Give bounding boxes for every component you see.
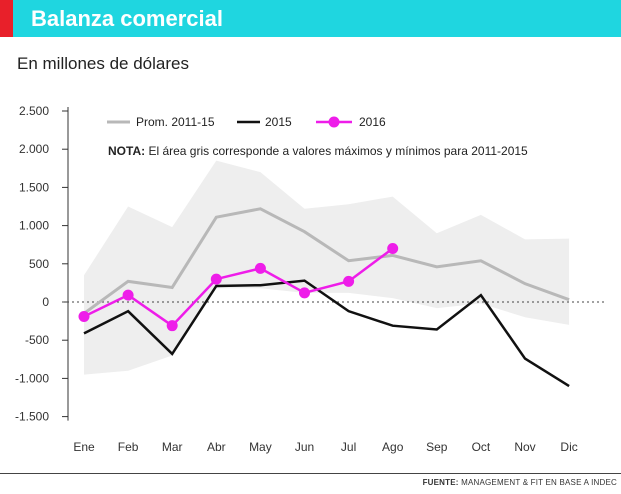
x-tick-label: Oct [472, 440, 491, 454]
series-line-2015 [83, 279, 570, 388]
chart-note: NOTA: El área gris corresponde a valores… [108, 144, 528, 158]
note-label: NOTA: [108, 144, 148, 158]
y-tick-label: -500 [25, 333, 49, 347]
source-footer: FUENTE: MANAGEMENT & FIT EN BASE A INDEC [423, 478, 617, 487]
x-tick-label: Mar [162, 440, 183, 454]
y-tick-label: 0 [42, 295, 49, 309]
series-point-2016 [210, 273, 222, 285]
legend: Prom. 2011-15 2015 2016 [107, 115, 386, 129]
series-point-2016 [299, 287, 310, 299]
series-line-2016 [83, 247, 394, 328]
header-accent [0, 0, 13, 37]
legend-label-prom: Prom. 2011-15 [136, 115, 215, 129]
x-tick-label: Feb [118, 440, 139, 454]
x-tick-label: Ago [382, 440, 404, 454]
series-point-2016 [254, 262, 266, 274]
x-tick-label: Abr [207, 440, 226, 454]
source-label: FUENTE: [422, 478, 459, 487]
series-point-2016 [122, 289, 134, 301]
x-tick-label: Dic [560, 440, 577, 454]
series-point-2016 [166, 320, 178, 332]
y-tick-label: 1.000 [19, 219, 49, 233]
y-tick-label: 2.000 [19, 142, 49, 156]
x-tick-label: Nov [514, 440, 535, 454]
note-text: El área gris corresponde a valores máxim… [148, 144, 528, 158]
x-tick-label: Sep [426, 440, 448, 454]
y-tick-label: -1.500 [15, 410, 49, 424]
y-tick-label: 2.500 [19, 104, 49, 118]
x-tick-label: Jul [341, 440, 356, 454]
legend-label-2015: 2015 [265, 115, 292, 129]
x-tick-label: Ene [73, 440, 95, 454]
series-point-2016 [387, 243, 399, 255]
range-area [84, 160, 570, 375]
legend-marker-2016 [328, 116, 340, 128]
legend-label-2016: 2016 [359, 115, 386, 129]
x-tick-label: Jun [295, 440, 314, 454]
series-point-2016 [78, 311, 90, 323]
y-tick-label: 500 [29, 257, 49, 271]
footer-divider [0, 473, 621, 474]
series-point-2016 [343, 275, 355, 287]
y-tick-label: 1.500 [19, 180, 49, 194]
y-tick-label: -1.000 [15, 371, 49, 385]
series-line-prom-2011-15 [83, 207, 570, 315]
x-tick-label: May [249, 440, 272, 454]
source-text: MANAGEMENT & FIT EN BASE A INDEC [461, 478, 617, 487]
chart-subtitle: En millones de dólares [17, 54, 189, 73]
header-bar [0, 0, 621, 37]
page-title: Balanza comercial [31, 6, 223, 31]
